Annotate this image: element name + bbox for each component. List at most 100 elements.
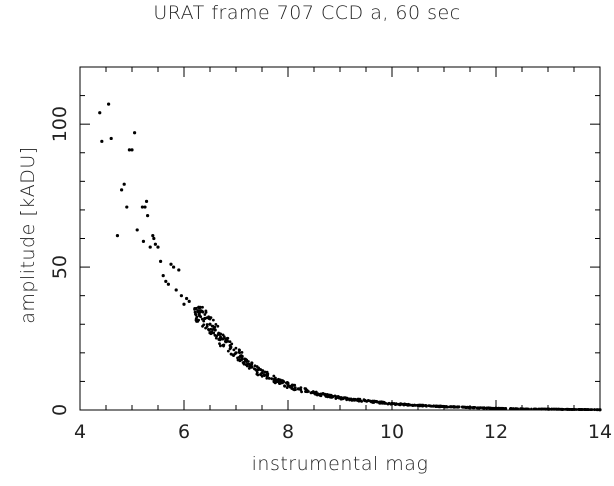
data-point: [557, 407, 560, 411]
data-point: [259, 372, 262, 376]
data-point: [100, 139, 104, 143]
data-point: [345, 398, 349, 402]
data-point: [487, 406, 490, 410]
data-point: [107, 102, 111, 106]
data-point: [290, 383, 294, 387]
data-point: [232, 348, 236, 352]
data-point: [598, 408, 602, 412]
data-point: [242, 361, 246, 364]
data-point: [546, 407, 550, 411]
data-point: [568, 408, 572, 411]
data-point: [200, 317, 204, 321]
data-point: [193, 310, 197, 314]
data-point: [179, 294, 183, 298]
data-point: [221, 333, 225, 337]
data-point: [209, 316, 213, 320]
data-point: [265, 370, 269, 374]
data-point: [144, 199, 149, 203]
data-point: [299, 388, 303, 392]
data-point: [234, 346, 238, 350]
data-point: [202, 319, 206, 323]
data-point: [514, 407, 518, 411]
data-point: [256, 373, 260, 377]
data-point: [219, 344, 222, 348]
y-tick-label: 100: [49, 106, 71, 142]
data-point: [293, 383, 297, 387]
data-point: [200, 309, 204, 313]
data-point: [120, 188, 124, 192]
data-point: [208, 322, 212, 326]
data-point: [203, 313, 207, 316]
data-point: [260, 374, 264, 378]
data-point: [421, 404, 425, 408]
data-point: [472, 406, 476, 409]
data-point: [211, 318, 215, 322]
data-point: [153, 242, 157, 246]
data-point: [257, 366, 260, 370]
plot-frame: [79, 66, 601, 411]
data-point: [248, 365, 252, 369]
data-point: [204, 326, 208, 330]
data-point: [310, 391, 314, 394]
data-point: [225, 338, 229, 342]
x-tick-label: 6: [178, 421, 190, 443]
data-point: [229, 352, 233, 356]
data-point: [151, 234, 155, 238]
data-point: [272, 374, 276, 378]
data-point: [240, 356, 244, 359]
data-point: [199, 315, 203, 319]
data-point: [267, 376, 271, 380]
data-point: [477, 406, 481, 410]
data-point: [237, 348, 241, 352]
x-tick-label: 12: [484, 421, 508, 443]
data-point: [122, 182, 126, 186]
data-point: [262, 373, 266, 376]
data-point: [194, 313, 198, 317]
data-point: [519, 407, 523, 411]
data-point: [204, 309, 208, 313]
data-point: [172, 265, 176, 269]
data-point: [177, 268, 181, 272]
data-point: [140, 205, 144, 209]
data-point: [166, 282, 170, 286]
data-point: [125, 205, 129, 209]
data-point: [201, 305, 204, 309]
data-point: [193, 307, 197, 310]
data-point: [265, 376, 269, 380]
data-point: [573, 408, 577, 411]
data-point: [565, 407, 569, 411]
data-point: [323, 393, 327, 397]
data-point: [355, 398, 359, 402]
data-point: [218, 342, 221, 346]
data-point: [285, 381, 289, 384]
data-point: [195, 316, 198, 320]
data-point: [228, 340, 232, 343]
data-point: [390, 401, 394, 405]
data-point: [578, 408, 582, 411]
data-point: [530, 407, 533, 411]
data-point: [306, 389, 309, 393]
data-point: [363, 399, 367, 403]
data-point: [450, 405, 453, 409]
data-point: [411, 404, 414, 407]
data-point: [489, 406, 493, 410]
data-point: [174, 288, 178, 292]
data-point: [582, 408, 586, 411]
data-point: [265, 373, 269, 377]
data-point: [465, 406, 469, 409]
data-point: [353, 398, 356, 402]
data-point: [98, 111, 102, 115]
data-point: [185, 296, 189, 301]
data-point: [445, 405, 448, 409]
data-point: [303, 387, 307, 390]
data-point: [161, 274, 165, 278]
data-point: [198, 305, 202, 309]
y-tick-label: 50: [49, 255, 71, 279]
data-point: [197, 313, 201, 317]
data-point: [386, 402, 390, 406]
data-point: [394, 402, 398, 406]
data-point: [146, 214, 150, 218]
data-point: [285, 386, 289, 389]
data-point: [403, 403, 407, 407]
